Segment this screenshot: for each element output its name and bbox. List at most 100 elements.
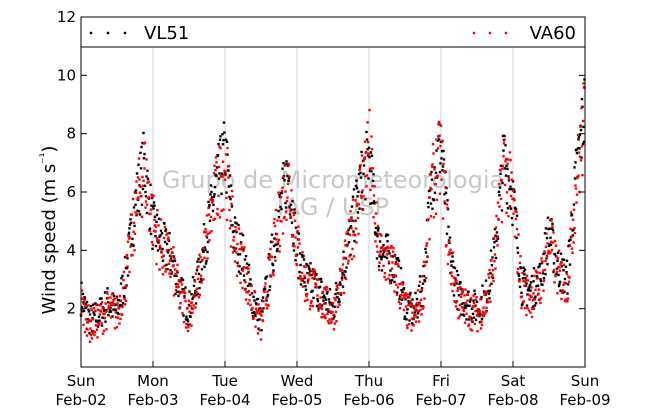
- point-vl51: [341, 272, 344, 275]
- point-vl51: [372, 173, 375, 176]
- point-vl51: [322, 299, 325, 302]
- y-tick-label: 10: [57, 66, 76, 84]
- point-va60: [332, 328, 336, 331]
- point-vl51: [460, 302, 464, 306]
- point-va60: [510, 178, 514, 181]
- point-vl51: [193, 292, 197, 295]
- point-va60: [183, 291, 187, 295]
- point-vl51: [298, 252, 302, 255]
- point-va60: [542, 279, 546, 283]
- point-vl51: [246, 284, 250, 288]
- point-vl51: [305, 263, 309, 267]
- point-vl51: [442, 158, 446, 161]
- point-vl51: [273, 255, 277, 259]
- point-vl51: [472, 299, 475, 302]
- point-va60: [188, 323, 192, 326]
- point-vl51: [239, 272, 242, 275]
- point-va60: [291, 244, 295, 247]
- point-vl51: [187, 303, 191, 307]
- point-va60: [115, 326, 119, 329]
- point-vl51: [83, 297, 87, 300]
- point-vl51: [430, 170, 433, 174]
- point-vl51: [435, 176, 439, 179]
- point-vl51: [440, 157, 443, 160]
- point-vl51: [552, 270, 555, 274]
- point-va60: [372, 216, 375, 219]
- point-vl51: [527, 288, 531, 291]
- point-vl51: [580, 97, 584, 101]
- point-va60: [483, 293, 486, 296]
- point-vl51: [253, 299, 256, 302]
- point-va60: [247, 267, 250, 271]
- point-va60: [502, 155, 505, 158]
- point-va60: [528, 294, 532, 297]
- point-vl51: [398, 297, 401, 301]
- point-vl51: [210, 196, 214, 199]
- point-va60: [567, 280, 571, 283]
- point-va60: [522, 280, 525, 283]
- point-va60: [248, 299, 251, 302]
- point-vl51: [217, 177, 221, 180]
- point-va60: [121, 287, 125, 290]
- point-va60: [524, 280, 527, 283]
- point-va60: [387, 260, 391, 263]
- point-va60: [538, 298, 541, 301]
- point-vl51: [382, 250, 386, 254]
- point-va60: [141, 175, 144, 179]
- point-va60: [543, 268, 547, 272]
- point-va60: [81, 297, 85, 300]
- point-vl51: [101, 316, 104, 319]
- point-va60: [315, 285, 318, 289]
- point-va60: [465, 312, 468, 316]
- point-va60: [294, 236, 297, 239]
- point-va60: [517, 233, 520, 236]
- point-vl51: [380, 258, 383, 261]
- point-va60: [334, 299, 337, 302]
- point-vl51: [559, 252, 563, 255]
- point-va60: [480, 320, 483, 323]
- point-va60: [529, 295, 533, 299]
- point-vl51: [155, 213, 159, 217]
- point-vl51: [552, 262, 556, 265]
- point-vl51: [242, 274, 246, 277]
- point-va60: [568, 244, 572, 248]
- point-va60: [170, 270, 174, 274]
- point-va60: [385, 253, 389, 256]
- point-va60: [571, 251, 574, 254]
- point-vl51: [352, 230, 355, 233]
- point-vl51: [431, 207, 434, 210]
- point-vl51: [387, 261, 391, 265]
- point-va60: [96, 336, 99, 339]
- point-va60: [513, 235, 517, 238]
- point-va60: [456, 289, 459, 293]
- legend-marker-vl51: [123, 31, 127, 35]
- point-vl51: [208, 203, 211, 207]
- point-va60: [92, 307, 96, 310]
- point-vl51: [578, 133, 582, 136]
- point-va60: [289, 210, 292, 213]
- point-va60: [409, 303, 413, 306]
- point-vl51: [275, 243, 278, 246]
- point-va60: [369, 188, 372, 192]
- point-va60: [174, 273, 177, 276]
- point-va60: [563, 281, 566, 284]
- point-va60: [150, 193, 153, 196]
- point-vl51: [332, 317, 335, 320]
- point-va60: [418, 280, 422, 284]
- point-vl51: [277, 209, 280, 213]
- point-vl51: [134, 203, 137, 206]
- point-va60: [479, 327, 483, 330]
- point-va60: [99, 310, 103, 313]
- point-va60: [187, 326, 190, 329]
- point-va60: [162, 254, 165, 258]
- point-vl51: [249, 278, 252, 281]
- point-vl51: [573, 177, 577, 180]
- point-vl51: [197, 272, 201, 276]
- point-vl51: [374, 226, 378, 230]
- point-vl51: [546, 216, 550, 219]
- point-vl51: [487, 289, 490, 293]
- point-vl51: [381, 253, 385, 256]
- point-vl51: [247, 271, 250, 274]
- point-va60: [499, 197, 503, 201]
- point-va60: [574, 187, 578, 190]
